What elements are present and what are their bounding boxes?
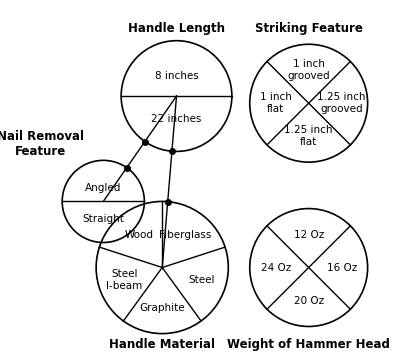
- Text: 12 Oz: 12 Oz: [294, 230, 324, 239]
- Text: 1.25 inch
grooved: 1.25 inch grooved: [318, 93, 366, 114]
- Text: Fiberglass: Fiberglass: [159, 230, 212, 240]
- Text: 20 Oz: 20 Oz: [294, 296, 324, 306]
- Text: 16 Oz: 16 Oz: [326, 262, 357, 273]
- Text: Steel
I-beam: Steel I-beam: [106, 269, 143, 291]
- Text: Striking Feature: Striking Feature: [255, 22, 363, 35]
- Text: Handle Length: Handle Length: [128, 22, 225, 35]
- Text: Angled: Angled: [85, 183, 122, 193]
- Text: Weight of Hammer Head: Weight of Hammer Head: [227, 338, 390, 351]
- Text: 1 inch
grooved: 1 inch grooved: [288, 59, 330, 81]
- Text: Nail Removal
Feature: Nail Removal Feature: [0, 130, 84, 158]
- Text: 24 Oz: 24 Oz: [261, 262, 291, 273]
- Text: 1.25 inch
flat: 1.25 inch flat: [284, 125, 333, 147]
- Text: Graphite: Graphite: [140, 303, 185, 314]
- Text: Wood: Wood: [124, 230, 154, 240]
- Text: Handle Material: Handle Material: [109, 338, 215, 351]
- Text: 22 inches: 22 inches: [151, 114, 202, 124]
- Text: Steel: Steel: [188, 275, 215, 285]
- Text: 8 inches: 8 inches: [155, 71, 198, 81]
- Text: Straight: Straight: [82, 213, 124, 224]
- Text: 1 inch
flat: 1 inch flat: [260, 93, 292, 114]
